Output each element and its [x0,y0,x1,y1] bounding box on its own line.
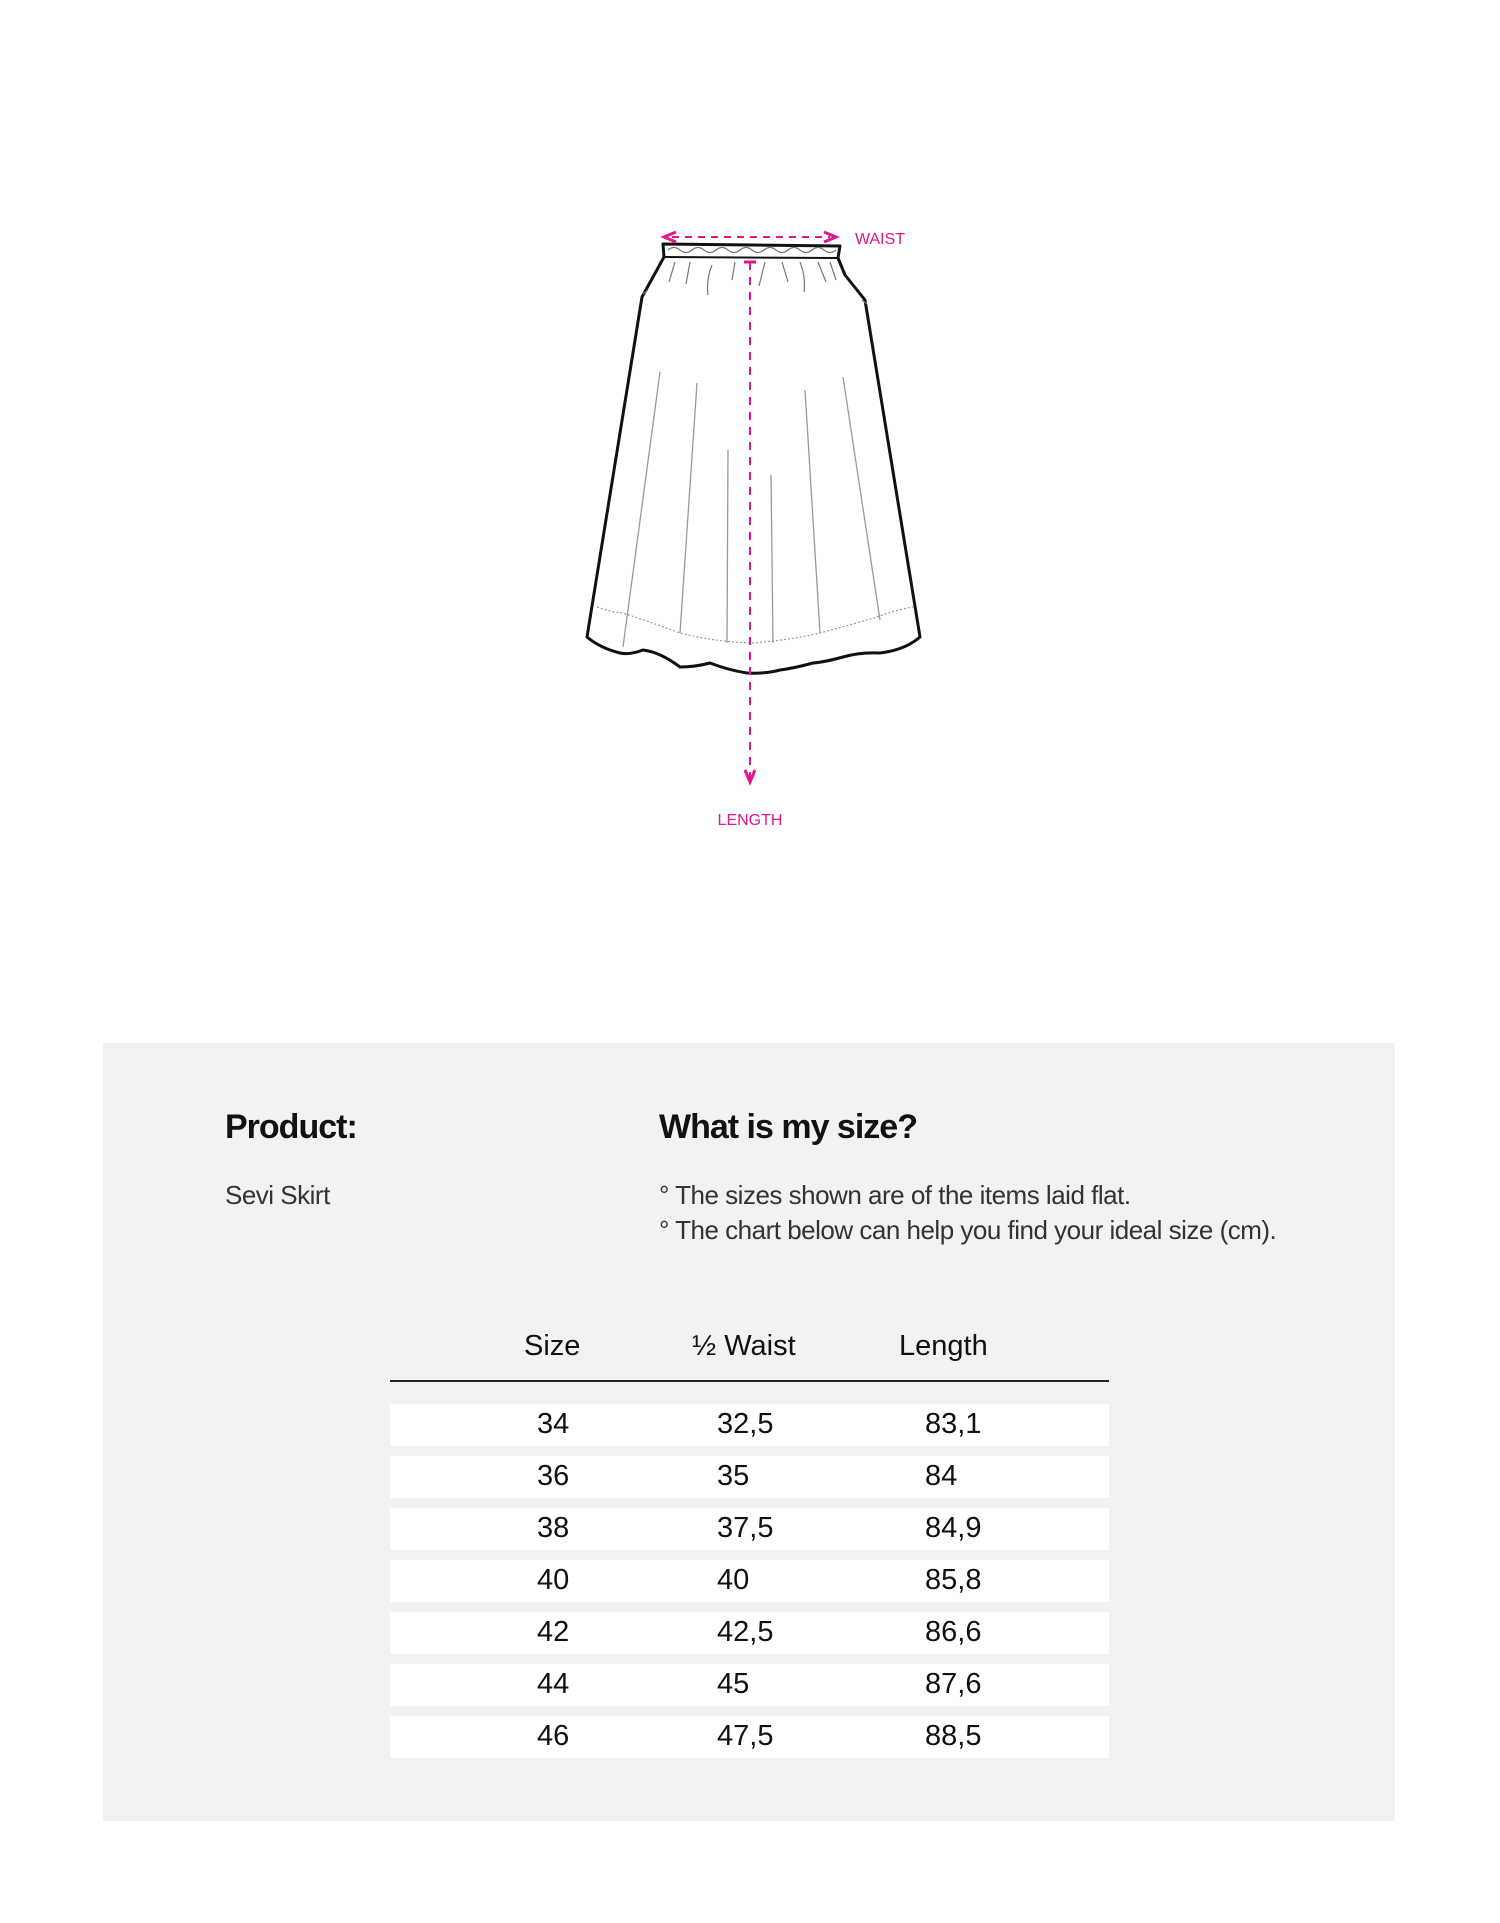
cell-half-waist: 40 [717,1564,750,1596]
size-note: ° The chart below can help you find your… [659,1215,1277,1245]
table-row: 40 40 85,8 [390,1560,1109,1602]
table-row: 34 32,5 83,1 [390,1404,1109,1446]
cell-length: 87,6 [925,1668,982,1700]
cell-length: 88,5 [925,1720,982,1752]
cell-size: 40 [537,1564,570,1596]
cell-half-waist: 45 [717,1668,750,1700]
cell-half-waist: 37,5 [717,1512,774,1544]
cell-size: 34 [537,1408,570,1440]
cell-length: 86,6 [925,1616,982,1648]
cell-length: 83,1 [925,1408,982,1440]
waist-label: WAIST [855,231,905,248]
cell-length: 84 [925,1460,958,1492]
cell-size: 36 [537,1460,570,1492]
cell-half-waist: 42,5 [717,1616,774,1648]
skirt-measurement-diagram: WAIST LENGTH [585,230,922,829]
product-heading: Product: [225,1108,358,1146]
waistband-gathers [642,246,868,305]
cell-size: 38 [537,1512,570,1544]
size-note: ° The sizes shown are of the items laid … [659,1180,1131,1210]
column-header-length: Length [899,1330,988,1362]
table-header: Size ½ Waist Length [390,1320,1109,1382]
cell-length: 85,8 [925,1564,982,1596]
cell-half-waist: 35 [717,1460,750,1492]
cell-size: 44 [537,1668,570,1700]
cell-half-waist: 32,5 [717,1408,774,1440]
cell-half-waist: 47,5 [717,1720,774,1752]
table-row: 46 47,5 88,5 [390,1716,1109,1758]
hem-stitching [596,606,914,644]
column-header-size: Size [524,1330,581,1362]
product-name: Sevi Skirt [225,1180,330,1210]
table-row: 36 35 84 [390,1456,1109,1498]
table-row: 38 37,5 84,9 [390,1508,1109,1550]
cell-length: 84,9 [925,1512,982,1544]
waist-arrow [660,230,840,244]
cell-size: 46 [537,1720,570,1752]
column-header-half-waist: ½ Waist [692,1330,796,1362]
size-table: Size ½ Waist Length 34 32,5 83,1 36 35 84 38 37… [390,1320,1109,1758]
table-row: 44 45 87,6 [390,1664,1109,1706]
table-row: 42 42,5 86,6 [390,1612,1109,1654]
cell-size: 42 [537,1616,570,1648]
length-label: LENGTH [718,812,783,829]
size-help-heading: What is my size? [659,1108,918,1146]
skirt-outline [585,242,922,675]
length-arrow [743,260,757,786]
pleat-lines [622,371,881,648]
